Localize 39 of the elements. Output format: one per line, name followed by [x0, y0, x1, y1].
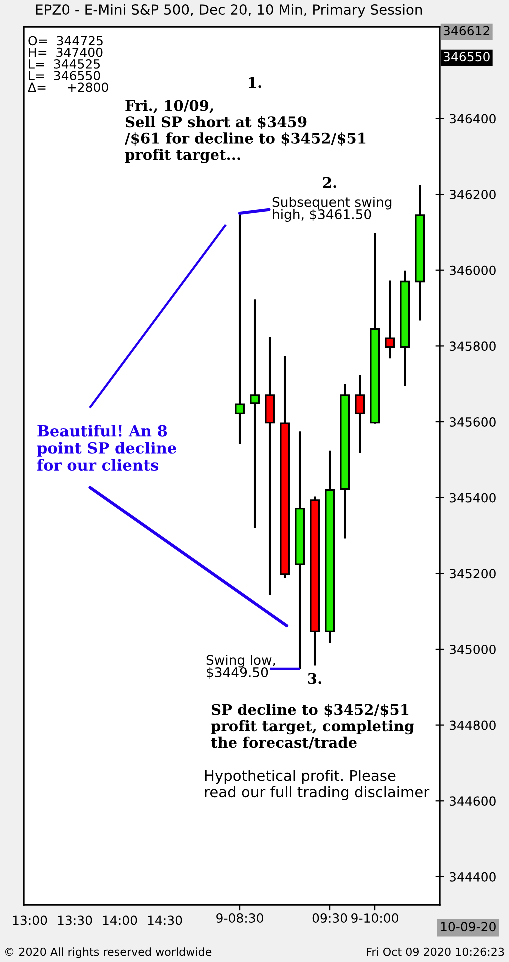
- text: 13:00: [13, 916, 48, 926]
- y-tick-label: 346000: [450, 266, 496, 276]
- text: 346612: [444, 26, 490, 36]
- y-tick-label: 345400: [450, 493, 496, 503]
- y-tick-label: 345000: [450, 644, 496, 654]
- text: 13:30: [58, 916, 92, 926]
- annotation: Swing low, $3449.50: [206, 655, 276, 680]
- annotation: Hypothetical profit. Please read our full trading disclaimer: [205, 770, 430, 800]
- x-tick-label: 09:30: [312, 914, 348, 924]
- candlestick: [235, 212, 245, 444]
- text: 14:30: [148, 916, 182, 926]
- candlestick: [265, 337, 275, 596]
- y-tick-label: 345600: [450, 417, 496, 427]
- y-tick-label: 345200: [450, 569, 496, 579]
- y-tick-label: 344800: [450, 720, 496, 730]
- annotation: Fri., 10/09, Sell SP short at $3459 /$61 for decline to $3452/$51 profit target...: [125, 100, 366, 164]
- annotation: 3.: [308, 673, 322, 684]
- y-tick-label: 344400: [450, 872, 496, 882]
- x-tick-label: 9-08:30: [216, 914, 264, 924]
- y-tick-label: 346200: [450, 190, 496, 200]
- text: 14:00: [103, 916, 138, 926]
- chart-title: EPZ0 - E-Mini S&P 500, Dec 20, 10 Min, Primary Session: [36, 4, 422, 18]
- annotation: 2.: [323, 177, 336, 188]
- x-tick-label: 9-10:00: [352, 914, 398, 924]
- text: Beautiful! An 8 point SP decline for our clients: [37, 425, 176, 472]
- annotation: Subsequent swing high, $3461.50: [272, 197, 392, 222]
- text: 10-09-20: [441, 922, 496, 932]
- text: © 2020 All rights reserved worldwide: [6, 948, 212, 958]
- candlestick: [385, 280, 396, 359]
- text: 346550: [444, 52, 490, 62]
- y-tick-label: 344600: [450, 796, 496, 806]
- text: Fri Oct 09 2020 10:26:23: [367, 948, 504, 956]
- y-tick-label: 346400: [450, 114, 496, 124]
- annotation: 1.: [249, 77, 262, 88]
- text: O= 344725 H= 347400 L= 344525 L= 346550 Δ= +2800: [28, 36, 108, 92]
- annotation: SP decline to $3452/$51 profit target, completing the forecast/trade: [211, 704, 414, 750]
- candlestick: [250, 300, 260, 528]
- y-tick-label: 345800: [450, 342, 496, 352]
- candlestick: [355, 375, 365, 454]
